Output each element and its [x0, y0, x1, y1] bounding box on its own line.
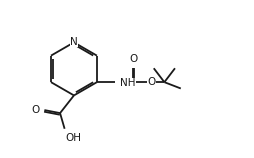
Text: O: O	[31, 105, 40, 115]
Text: OH: OH	[66, 133, 82, 143]
Text: O: O	[148, 77, 156, 87]
Text: NH: NH	[120, 78, 135, 88]
Text: N: N	[70, 37, 78, 47]
Text: O: O	[130, 54, 138, 64]
